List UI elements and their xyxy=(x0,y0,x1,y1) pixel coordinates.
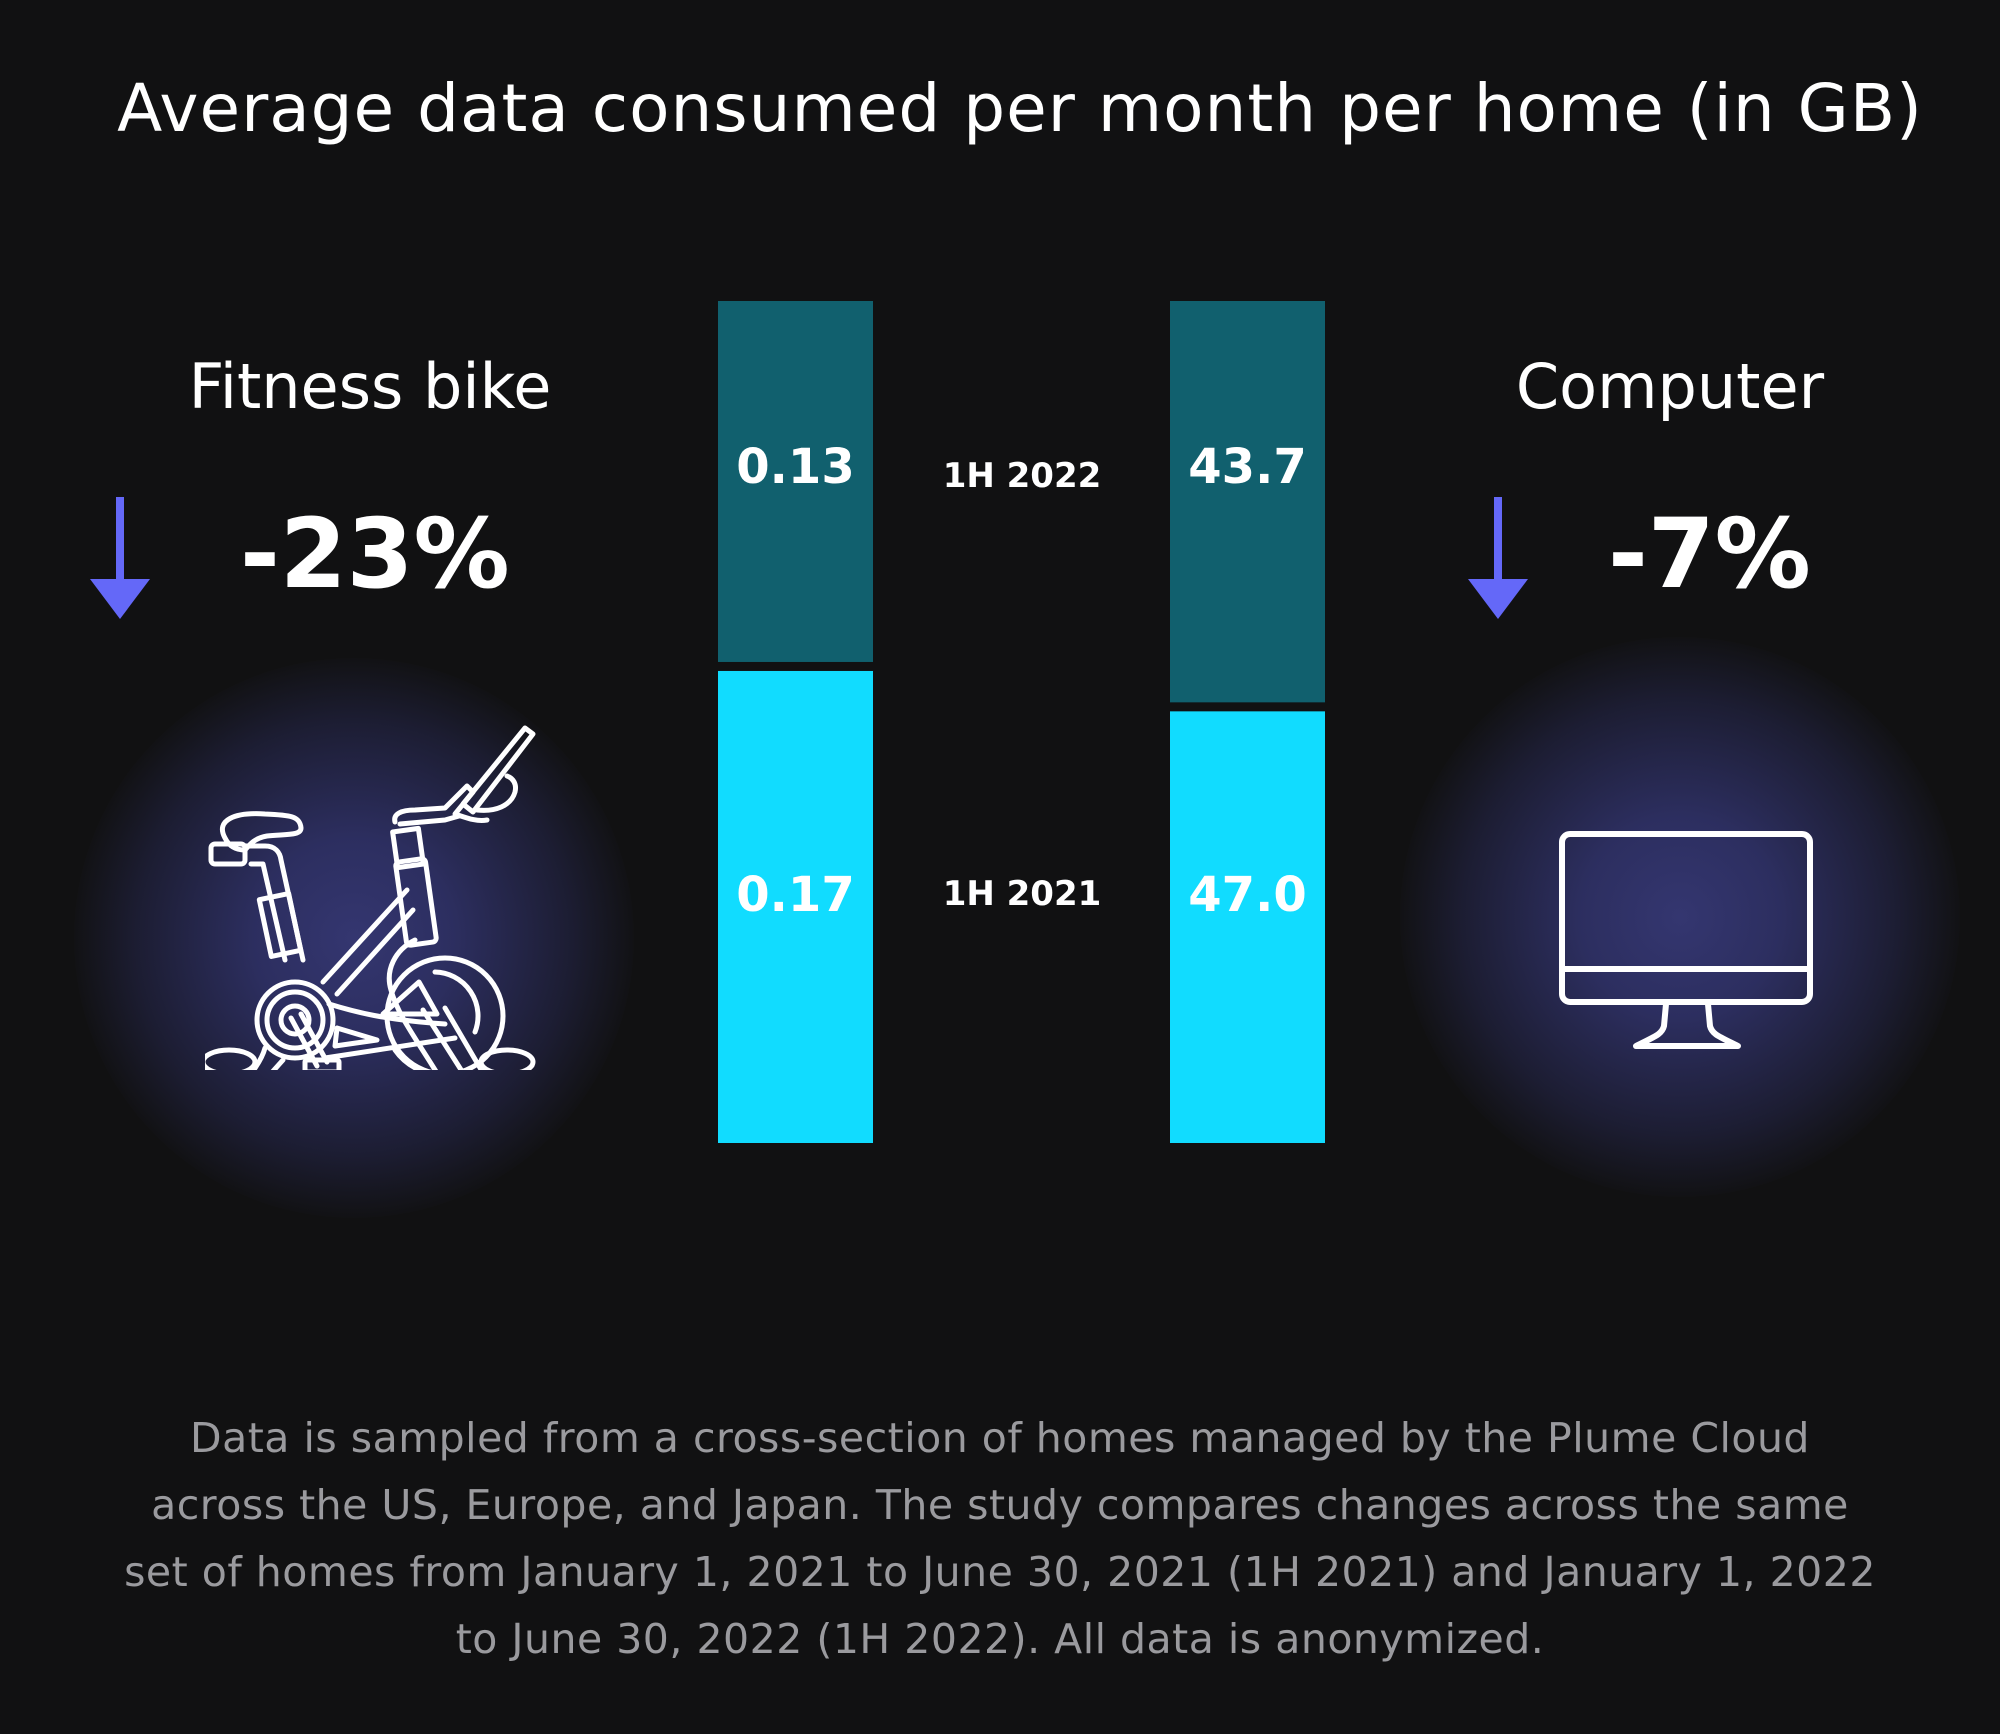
footnote-line: set of homes from January 1, 2021 to Jun… xyxy=(124,1548,1876,1596)
data-label: 43.7 xyxy=(1188,439,1306,495)
data-label: 0.17 xyxy=(736,867,854,923)
down-arrow-icon xyxy=(1468,497,1528,619)
icon-glow xyxy=(74,658,634,1218)
device-name-computer: Computer xyxy=(1515,350,1825,423)
computer-monitor-icon xyxy=(1559,831,1813,1049)
change-percent-computer: -7% xyxy=(1608,498,1811,610)
chart-title: Average data consumed per month per home… xyxy=(117,70,1923,147)
icon-glow xyxy=(1400,637,1960,1197)
footnote: Data is sampled from a cross-section of … xyxy=(0,1405,2000,1673)
fitness-bike-icon xyxy=(205,725,536,1070)
data-label: 47.0 xyxy=(1188,867,1306,923)
bar-computer-1h-2021 xyxy=(1170,711,1325,1143)
legend-label-1h-2021: 1H 2021 xyxy=(942,874,1102,914)
change-percent-fitness-bike: -23% xyxy=(240,498,510,610)
data-label: 0.13 xyxy=(736,439,854,495)
down-arrow-icon xyxy=(90,497,150,619)
device-name-fitness-bike: Fitness bike xyxy=(188,350,552,423)
footnote-line: Data is sampled from a cross-section of … xyxy=(190,1414,1810,1462)
footnote-line: across the US, Europe, and Japan. The st… xyxy=(151,1481,1849,1529)
footnote-line: to June 30, 2022 (1H 2022). All data is … xyxy=(455,1615,1545,1663)
stacked-bar-chart: 0.13 0.17 43.7 47.0 xyxy=(718,301,1325,1143)
bar-fitness-bike-1h-2022 xyxy=(718,301,873,662)
bar-computer-1h-2022 xyxy=(1170,301,1325,703)
bar-fitness-bike-1h-2021 xyxy=(718,670,873,1143)
legend-label-1h-2022: 1H 2022 xyxy=(942,456,1102,496)
